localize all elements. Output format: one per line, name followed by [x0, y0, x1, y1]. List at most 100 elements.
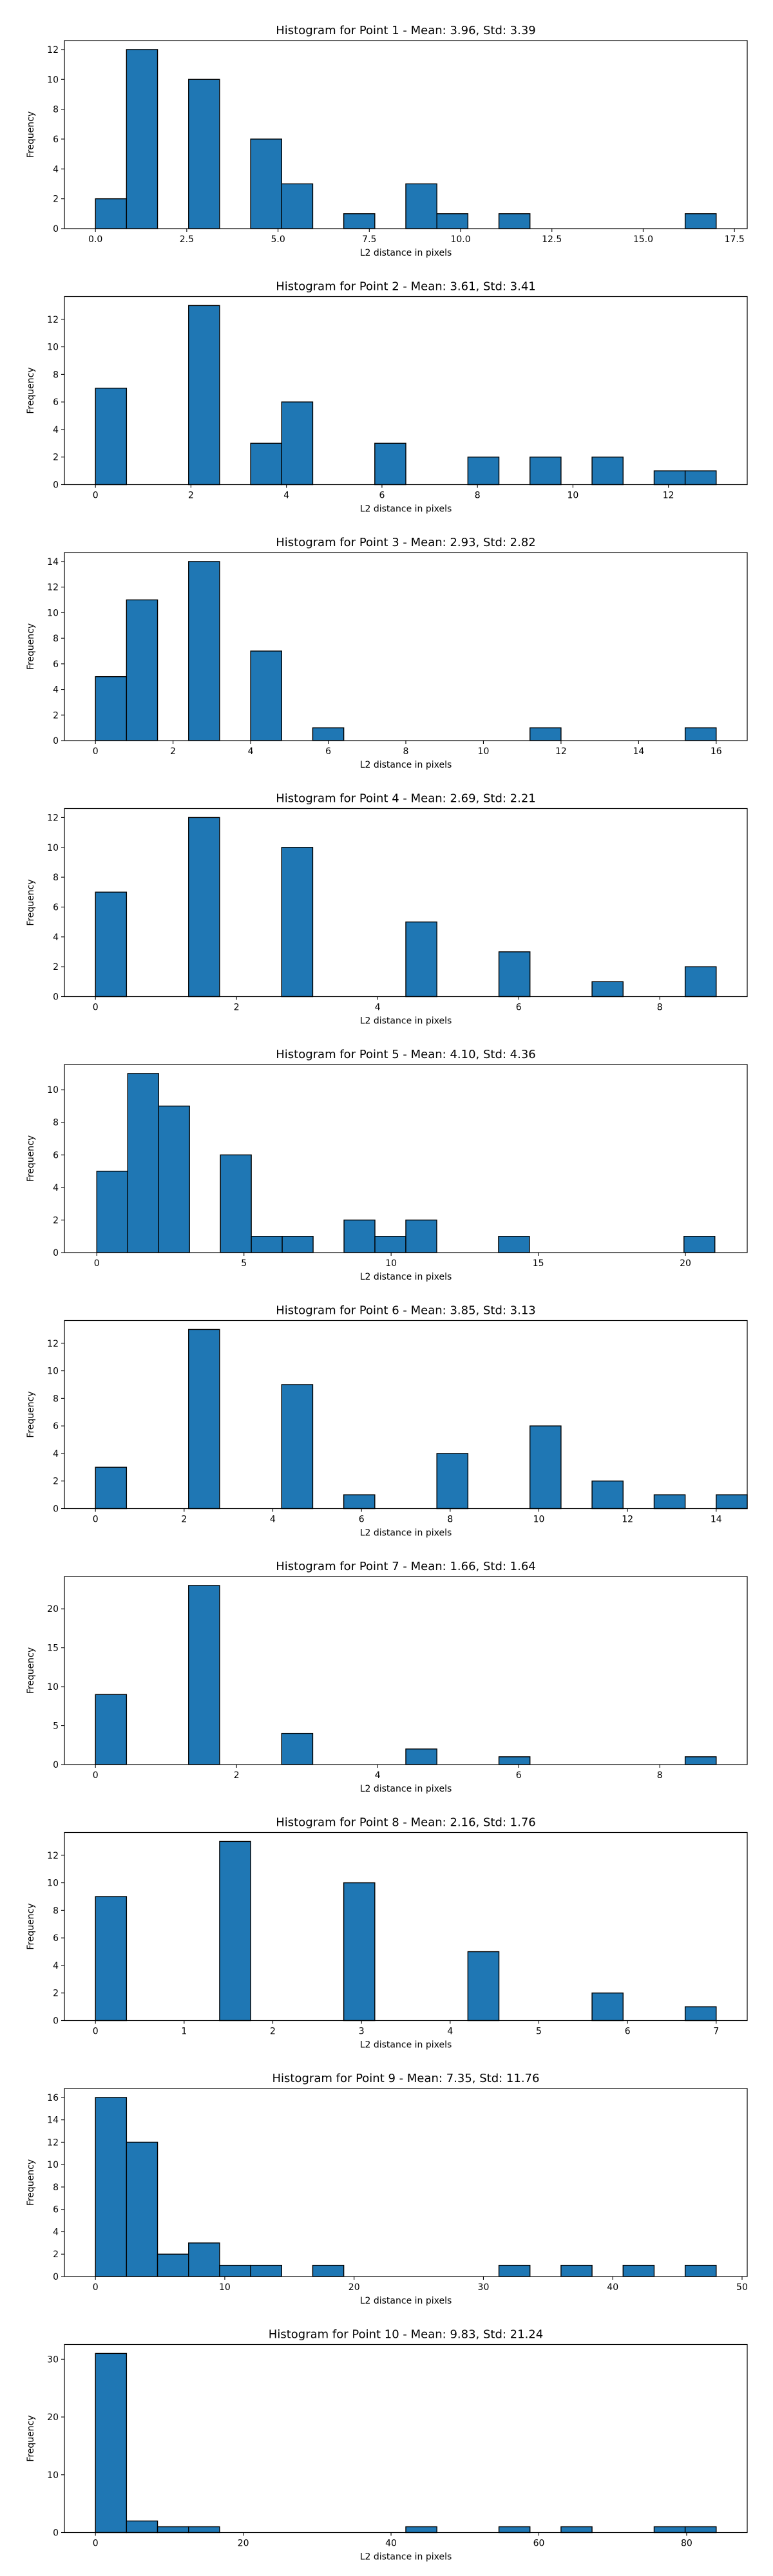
x-tick-label: 0 — [93, 2027, 99, 2037]
histogram-bar — [684, 966, 717, 998]
chart-title: Histogram for Point 9 - Mean: 7.35, Std:… — [272, 2072, 540, 2085]
chart-title: Histogram for Point 4 - Mean: 2.69, Std:… — [276, 792, 536, 806]
x-tick-label: 10 — [219, 2282, 231, 2293]
axes-frame — [64, 1064, 748, 1253]
histogram-bar — [281, 1732, 314, 1765]
histogram-bar — [188, 79, 220, 229]
x-tick-label: 2 — [234, 1003, 240, 1013]
axes-frame — [64, 2088, 748, 2277]
histogram-bar — [95, 891, 128, 998]
histogram-bar — [591, 1481, 624, 1510]
histogram-bar — [188, 817, 220, 998]
histogram-panel-4: Histogram for Point 4 - Mean: 2.69, Std:… — [26, 792, 748, 1027]
y-tick-label: 5 — [53, 1721, 59, 1732]
y-tick-label: 8 — [53, 1118, 59, 1128]
x-tick-label: 20 — [348, 2282, 360, 2293]
x-axis-label: L2 distance in pixels — [360, 1528, 452, 1539]
histogram-bar — [374, 1236, 406, 1253]
x-tick-label: 80 — [681, 2539, 692, 2549]
x-tick-label: 7.5 — [362, 234, 376, 245]
y-tick-label: 0 — [53, 1504, 59, 1515]
chart-title: Histogram for Point 8 - Mean: 2.16, Std:… — [276, 1816, 536, 1830]
histogram-bar — [498, 2526, 531, 2533]
y-axis-label: Frequency — [26, 111, 36, 158]
histogram-bar — [188, 305, 220, 486]
y-tick-label: 2 — [53, 2249, 59, 2260]
x-tick-label: 8 — [447, 1515, 453, 1525]
x-tick-label: 14 — [633, 746, 644, 757]
y-tick-label: 2 — [53, 962, 59, 972]
x-tick-label: 2.5 — [180, 234, 194, 245]
histogram-bar — [684, 213, 717, 229]
histogram-panel-1: Histogram for Point 1 - Mean: 3.96, Std:… — [26, 24, 748, 258]
chart-title: Histogram for Point 6 - Mean: 3.85, Std:… — [276, 1304, 536, 1318]
histogram-bar — [436, 213, 469, 229]
y-axis-label: Frequency — [26, 623, 36, 670]
x-tick-label: 12.5 — [542, 234, 562, 245]
histogram-bar — [188, 1329, 220, 1510]
bars — [95, 561, 717, 741]
histogram-bar — [158, 1105, 190, 1253]
y-tick-label: 10 — [47, 843, 59, 853]
histogram-bar — [188, 1585, 220, 1765]
y-tick-label: 6 — [53, 135, 59, 145]
y-tick-label: 12 — [47, 315, 59, 325]
x-tick-label: 0 — [93, 1515, 99, 1525]
y-tick-label: 6 — [53, 1150, 59, 1160]
x-tick-label: 2 — [181, 1515, 187, 1525]
histogram-bar — [653, 470, 686, 486]
histogram-bar — [467, 1951, 500, 2022]
histogram-bar — [684, 727, 717, 741]
y-tick-label: 10 — [47, 1367, 59, 1377]
y-tick-label: 4 — [53, 685, 59, 696]
histogram-bar — [250, 2264, 282, 2277]
x-tick-label: 15.0 — [633, 234, 653, 245]
histogram-bar — [250, 650, 282, 741]
histogram-bar — [405, 1748, 437, 1765]
histogram-bar — [312, 2264, 345, 2277]
y-tick-label: 12 — [47, 2137, 59, 2148]
y-tick-label: 0 — [53, 736, 59, 746]
y-tick-label: 10 — [47, 1879, 59, 1889]
y-tick-label: 12 — [47, 45, 59, 55]
x-tick-label: 2 — [188, 491, 194, 501]
chart-title: Histogram for Point 1 - Mean: 3.96, Std:… — [276, 24, 536, 37]
y-tick-label: 0 — [53, 224, 59, 234]
x-axis-label: L2 distance in pixels — [360, 1272, 452, 1282]
y-axis-label: Frequency — [26, 1135, 36, 1182]
y-tick-label: 14 — [47, 2116, 59, 2126]
histogram-bar — [250, 138, 282, 229]
chart-title: Histogram for Point 2 - Mean: 3.61, Std:… — [276, 280, 536, 294]
y-axis-label: Frequency — [26, 1903, 36, 1949]
histogram-bar — [250, 442, 282, 486]
histogram-bar — [343, 1219, 376, 1253]
y-tick-label: 20 — [47, 2412, 59, 2423]
y-axis-label: Frequency — [26, 879, 36, 925]
histogram-bar — [498, 213, 531, 229]
x-axis-label: L2 distance in pixels — [360, 1016, 452, 1027]
y-tick-label: 2 — [53, 710, 59, 721]
axes-frame — [64, 2344, 748, 2533]
histogram-bar — [281, 1384, 314, 1510]
histogram-bar — [312, 727, 345, 741]
y-axis-label: Frequency — [26, 1647, 36, 1694]
histogram-bar — [95, 1466, 128, 1510]
histogram-bar — [405, 183, 437, 229]
x-tick-label: 12 — [663, 491, 674, 501]
histogram-bar — [343, 1882, 376, 2022]
axes-frame — [64, 1320, 748, 1510]
histogram-bar — [343, 213, 376, 229]
y-tick-label: 2 — [53, 1215, 59, 1226]
y-tick-label: 8 — [53, 873, 59, 883]
x-tick-label: 20 — [680, 1258, 691, 1269]
y-tick-label: 10 — [47, 343, 59, 353]
histogram-bar — [591, 457, 624, 486]
histogram-bar — [530, 727, 562, 741]
histogram-bar — [95, 388, 128, 486]
histogram-bar — [622, 2264, 655, 2277]
y-tick-label: 4 — [53, 1449, 59, 1459]
y-tick-label: 8 — [53, 1906, 59, 1916]
x-tick-label: 10 — [568, 491, 579, 501]
x-tick-label: 7 — [713, 2027, 719, 2037]
